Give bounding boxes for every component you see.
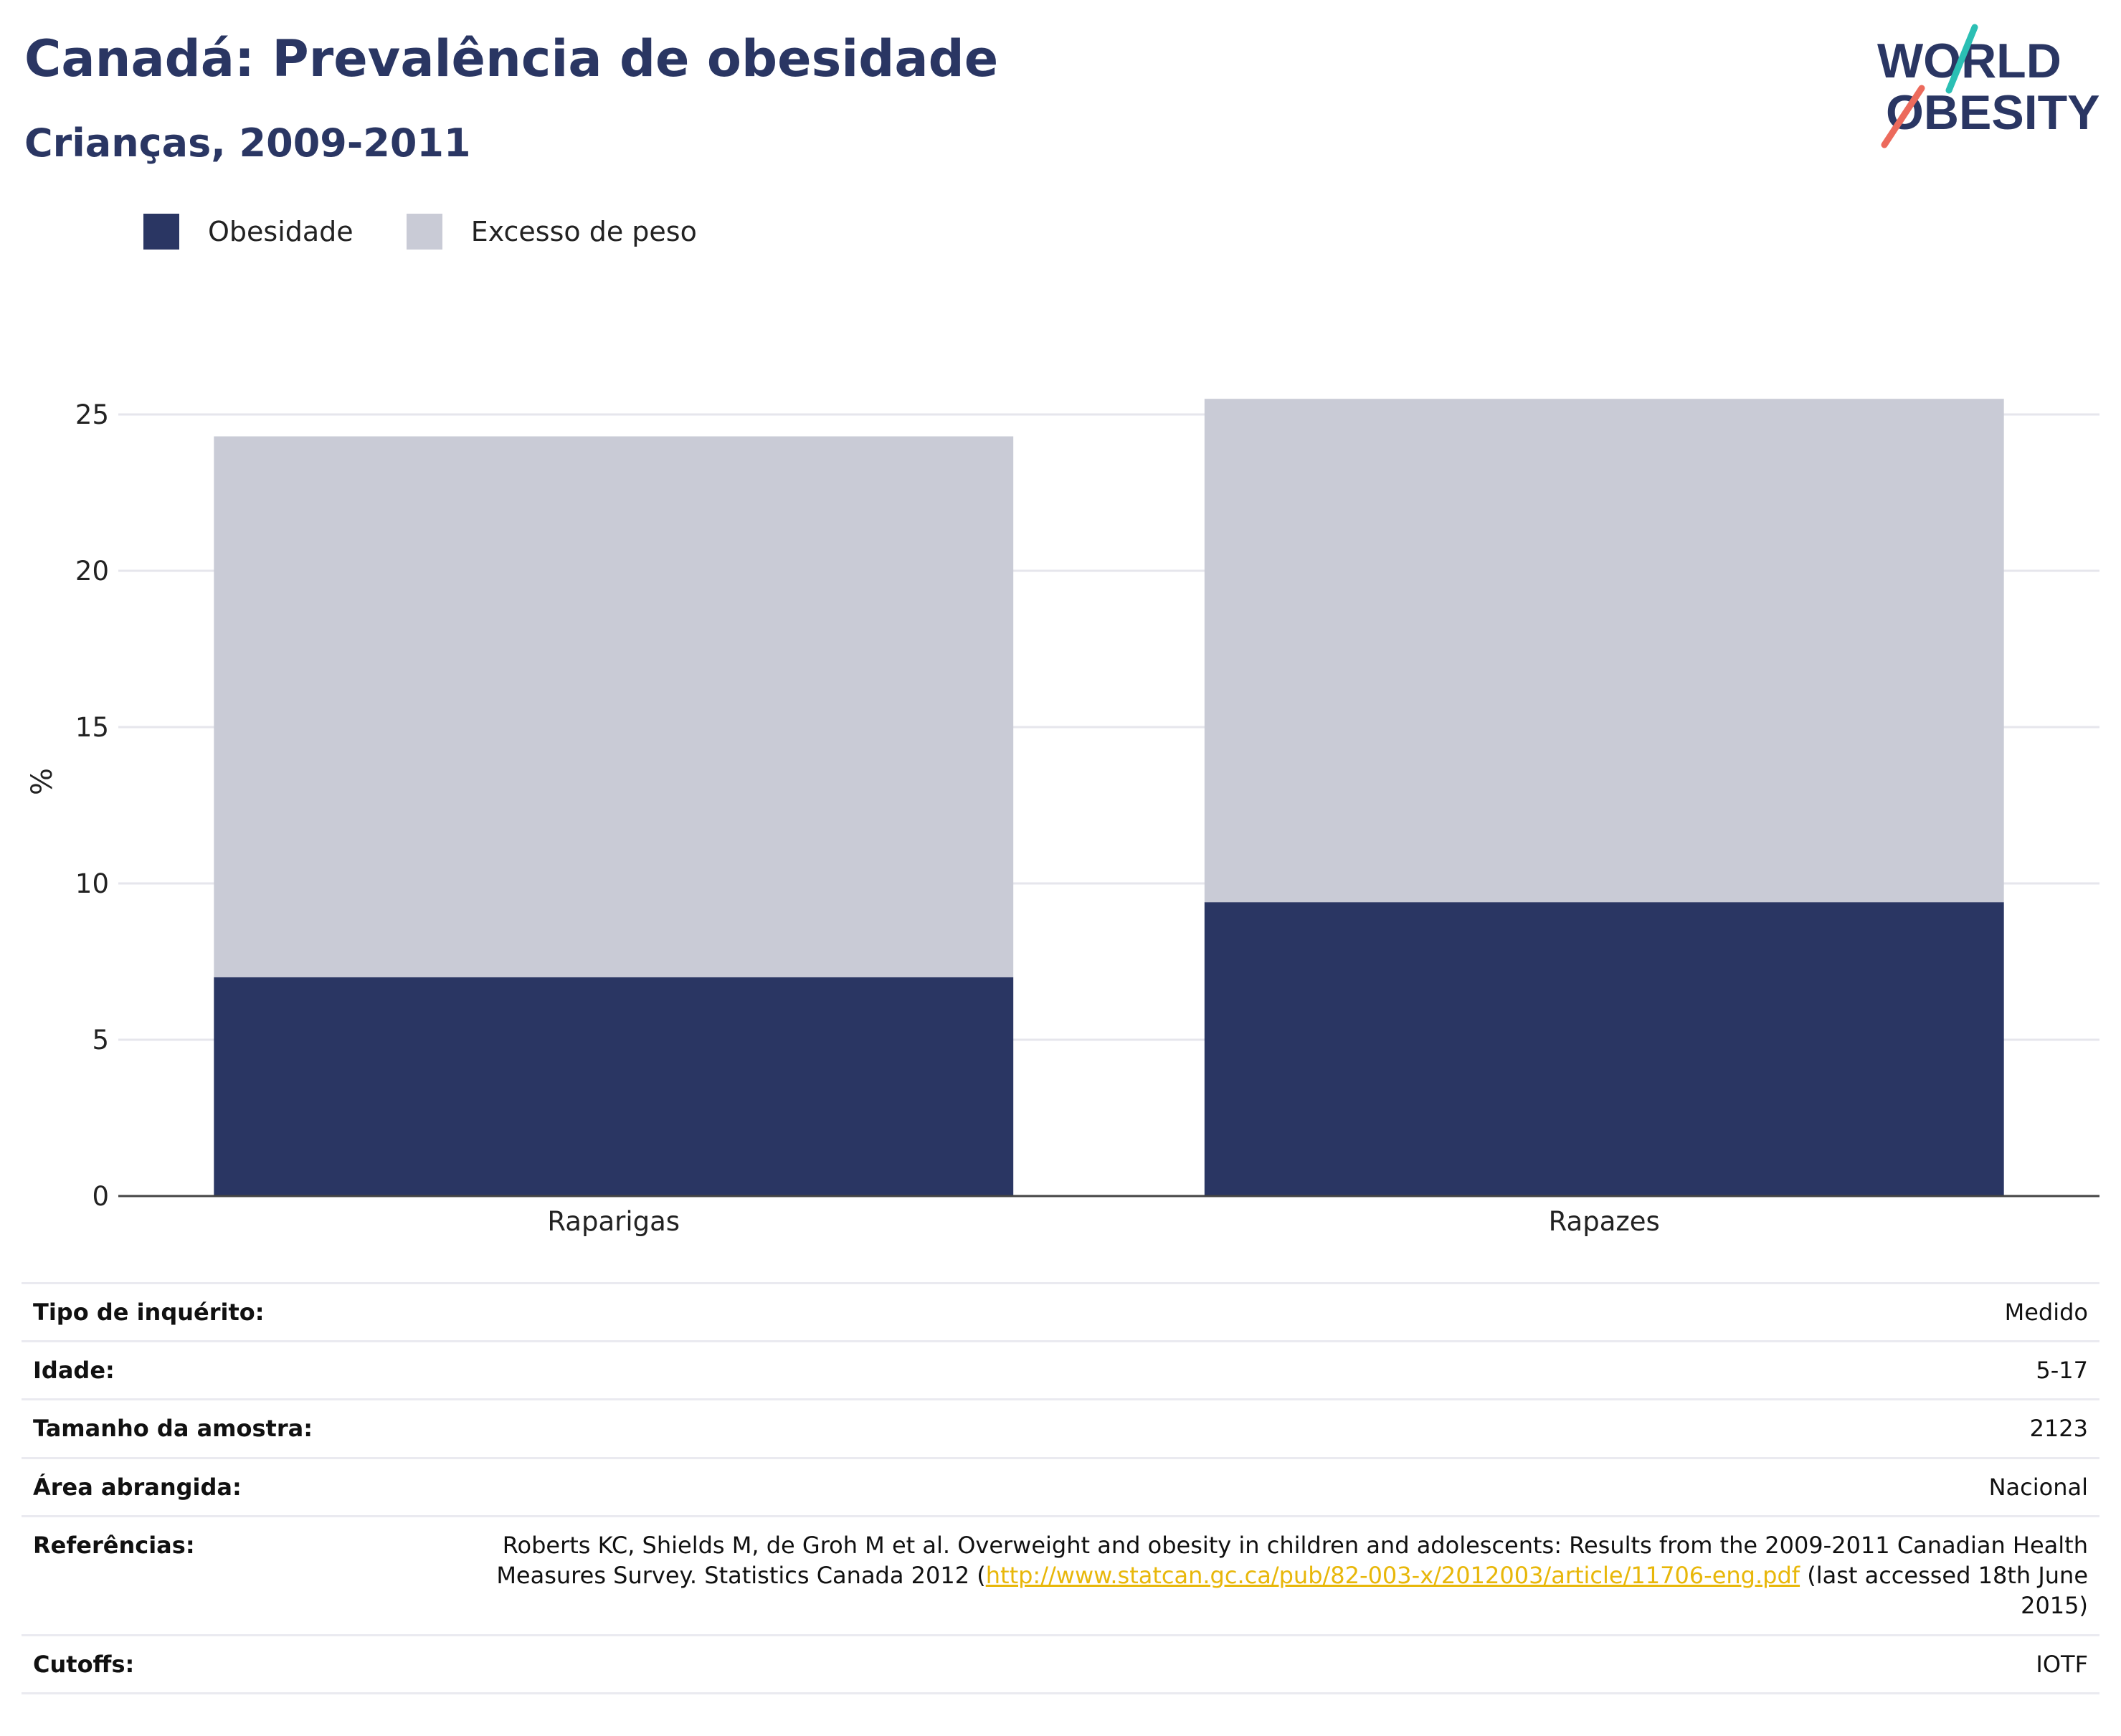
bar-obesity-1 [1204,902,2004,1196]
info-row-cutoffs: Cutoffs: IOTF [22,1633,2099,1694]
legend-swatch-obesity [143,214,179,250]
legend-label-obesity: Obesidade [208,216,354,247]
info-row-age: Idade: 5-17 [22,1340,2099,1401]
y-tick-label: 10 [75,868,109,899]
info-key: Área abrangida: [22,1456,475,1517]
legend-swatch-overweight [406,214,442,250]
info-value: 5-17 [475,1340,2099,1401]
info-value: 2123 [475,1398,2099,1459]
info-key: Tipo de inquérito: [22,1281,475,1343]
y-tick-label: 15 [75,712,109,743]
info-key: Tamanho da amostra: [22,1398,475,1459]
reference-text: Roberts KC, Shields M, de Groh M et al. … [496,1531,2088,1590]
y-tick-label: 20 [75,556,109,587]
survey-info-table: Tipo de inquérito: Medido Idade: 5-17 Ta… [22,1281,2099,1694]
bar-chart: 0 5 10 15 20 25% Raparigas Rapazes [26,399,2099,1237]
y-axis-title: % [26,768,59,795]
page-title: Canadá: Prevalência de obesidade [24,29,999,88]
chart-legend: Obesidade Excesso de peso [143,214,750,250]
info-key: Cutoffs: [22,1633,475,1694]
info-value: Medido [475,1281,2099,1343]
info-row-survey-type: Tipo de inquérito: Medido [22,1281,2099,1343]
legend-item-obesity[interactable]: Obesidade [143,214,354,250]
info-key: Idade: [22,1340,475,1401]
x-tick-label: Rapazes [1549,1206,1660,1237]
y-tick-label: 5 [92,1025,109,1056]
logo-slash-coral [1881,85,1925,148]
x-tick-label: Raparigas [547,1206,680,1237]
world-obesity-logo: WORLD OBESITY [1877,24,2100,148]
bar-overweight-1 [1204,399,2004,903]
info-value: Roberts KC, Shields M, de Groh M et al. … [475,1514,2099,1636]
info-value: IOTF [475,1633,2099,1694]
legend-label-overweight: Excesso de peso [470,216,697,247]
reference-accessed: (last accessed 18th June 2015) [1800,1562,2088,1620]
page-subtitle: Crianças, 2009-2011 [24,120,471,166]
reference-link[interactable]: http://www.statcan.gc.ca/pub/82-003-x/20… [985,1562,1800,1590]
info-key: Referências: [22,1514,475,1636]
info-value: Nacional [475,1456,2099,1517]
legend-item-overweight[interactable]: Excesso de peso [406,214,697,250]
logo-word-obesity: OBESITY [1886,85,2100,140]
logo-slash-teal [1945,24,1978,94]
bar-obesity-0 [214,977,1014,1196]
bar-overweight-0 [214,436,1014,977]
y-tick-label: 25 [75,399,109,430]
info-row-sample-size: Tamanho da amostra: 2123 [22,1398,2099,1459]
info-row-area: Área abrangida: Nacional [22,1456,2099,1517]
info-row-references: Referências: Roberts KC, Shields M, de G… [22,1514,2099,1636]
y-tick-label: 0 [92,1181,109,1212]
